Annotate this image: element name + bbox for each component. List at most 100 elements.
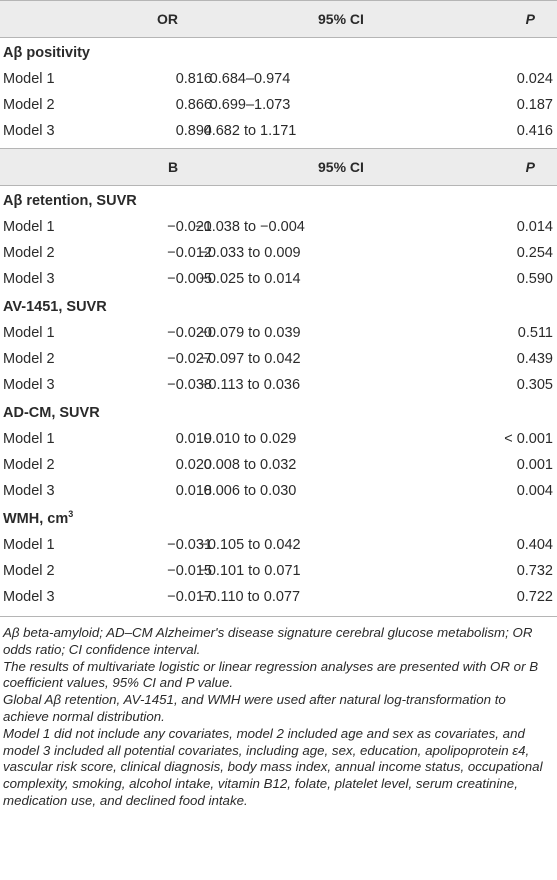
section-title: AV-1451, SUVR bbox=[3, 299, 107, 315]
section-title-text: Aβ positivity bbox=[3, 45, 90, 61]
table-row: Model 2 −0.027 −0.097 to 0.042 0.439 bbox=[0, 346, 557, 372]
row-ci: −0.110 to 0.077 bbox=[199, 589, 301, 605]
row-p: 0.001 bbox=[516, 457, 553, 473]
row-value: −0.020 bbox=[167, 325, 212, 341]
row-label: Model 3 bbox=[3, 377, 55, 393]
row-value: −0.012 bbox=[167, 245, 212, 261]
table-row: Model 2 −0.012 −0.033 to 0.009 0.254 bbox=[0, 240, 557, 266]
row-value: −0.005 bbox=[167, 271, 212, 287]
table-bottom-rule bbox=[0, 616, 557, 617]
row-p: 0.722 bbox=[516, 589, 553, 605]
row-value: 0.894 bbox=[175, 123, 212, 139]
row-p: 0.004 bbox=[516, 483, 553, 499]
row-label: Model 2 bbox=[3, 457, 55, 473]
table-row: Model 1 0.019 0.010 to 0.029 < 0.001 bbox=[0, 426, 557, 452]
group-or: Aβ positivity Model 1 0.816 0.684–0.974 0.02… bbox=[0, 38, 557, 144]
row-ci: −0.105 to 0.042 bbox=[199, 537, 301, 553]
row-ci: 0.006 to 0.030 bbox=[203, 483, 297, 499]
table-row: Model 3 −0.005 −0.025 to 0.014 0.590 bbox=[0, 266, 557, 292]
regression-table: OR 95% CI P Aβ positivity Model 1 0.816 0.6… bbox=[0, 0, 557, 617]
row-p: 0.404 bbox=[516, 537, 553, 553]
row-value: −0.017 bbox=[167, 589, 212, 605]
section-title: Aβ positivity bbox=[3, 45, 90, 61]
footnote-transform: Global Aβ retention, AV-1451, and WMH we… bbox=[3, 692, 506, 724]
table-row: Model 2 0.866 0.699–1.073 0.187 bbox=[0, 92, 557, 118]
row-ci: −0.025 to 0.014 bbox=[199, 271, 301, 287]
row-label: Model 1 bbox=[3, 71, 55, 87]
table-row: Model 3 −0.038 −0.113 to 0.036 0.305 bbox=[0, 372, 557, 398]
footnote-models-text: Model 1 did not include any covariates, … bbox=[3, 725, 543, 808]
row-p: 0.254 bbox=[516, 245, 553, 261]
row-label: Model 1 bbox=[3, 537, 55, 553]
row-ci: 0.699–1.073 bbox=[209, 97, 291, 113]
row-label: Model 3 bbox=[3, 123, 55, 139]
row-p: 0.305 bbox=[516, 377, 553, 393]
table-row: Model 1 −0.020 −0.079 to 0.039 0.511 bbox=[0, 320, 557, 346]
footnote-models: Model 1 did not include any covariates, … bbox=[3, 726, 554, 810]
section-header: AD-CM, SUVR bbox=[0, 398, 557, 426]
row-label: Model 2 bbox=[3, 97, 55, 113]
table-row: Model 1 −0.021 −0.038 to −0.004 0.014 bbox=[0, 214, 557, 240]
section-header: Aβ positivity bbox=[0, 38, 557, 66]
header-ci-2: 95% CI bbox=[318, 159, 364, 175]
row-p: 0.439 bbox=[516, 351, 553, 367]
row-value: −0.031 bbox=[167, 537, 212, 553]
table-row: Model 3 −0.017 −0.110 to 0.077 0.722 bbox=[0, 584, 557, 610]
row-p: 0.732 bbox=[516, 563, 553, 579]
footnote-methods: The results of multivariate logistic or … bbox=[3, 658, 539, 691]
row-value: 0.020 bbox=[175, 457, 212, 473]
row-ci: −0.097 to 0.042 bbox=[199, 351, 301, 367]
section-title: Aβ retention, SUVR bbox=[3, 193, 137, 209]
row-p: 0.024 bbox=[516, 71, 553, 87]
row-label: Model 3 bbox=[3, 271, 55, 287]
row-value: 0.816 bbox=[175, 71, 212, 87]
row-ci: −0.038 to −0.004 bbox=[195, 219, 305, 235]
table-row: Model 1 −0.031 −0.105 to 0.042 0.404 bbox=[0, 532, 557, 558]
header-p-2: P bbox=[525, 159, 535, 175]
row-value: −0.021 bbox=[167, 219, 212, 235]
section-header: AV-1451, SUVR bbox=[0, 292, 557, 320]
section-title-text: Aβ retention, SUVR bbox=[3, 193, 137, 209]
table-row: Model 3 0.018 0.006 to 0.030 0.004 bbox=[0, 478, 557, 504]
row-label: Model 2 bbox=[3, 351, 55, 367]
row-ci: −0.113 to 0.036 bbox=[199, 377, 301, 393]
section-title-text: AD-CM, SUVR bbox=[3, 405, 100, 421]
section-header: WMH, cm3 bbox=[0, 504, 557, 532]
row-ci: 0.010 to 0.029 bbox=[203, 431, 297, 447]
row-label: Model 1 bbox=[3, 325, 55, 341]
row-value: −0.038 bbox=[167, 377, 212, 393]
row-p: 0.187 bbox=[516, 97, 553, 113]
row-label: Model 2 bbox=[3, 563, 55, 579]
table-row: Model 2 0.020 0.008 to 0.032 0.001 bbox=[0, 452, 557, 478]
row-label: Model 2 bbox=[3, 245, 55, 261]
section-title-text: AV-1451, SUVR bbox=[3, 299, 107, 315]
row-value: −0.027 bbox=[167, 351, 212, 367]
row-label: Model 3 bbox=[3, 483, 55, 499]
row-value: −0.015 bbox=[167, 563, 212, 579]
header-ci: 95% CI bbox=[318, 11, 364, 27]
row-label: Model 3 bbox=[3, 589, 55, 605]
row-label: Model 1 bbox=[3, 431, 55, 447]
row-value: 0.866 bbox=[175, 97, 212, 113]
footnote-abbreviations: Aβ beta-amyloid; AD–CM Alzheimer's disea… bbox=[3, 625, 533, 657]
row-p: < 0.001 bbox=[504, 431, 553, 447]
row-p: 0.416 bbox=[516, 123, 553, 139]
section-header: Aβ retention, SUVR bbox=[0, 186, 557, 214]
results-table-page: OR 95% CI P Aβ positivity Model 1 0.816 0.6… bbox=[0, 0, 557, 810]
table-row: Model 3 0.894 0.682 to 1.171 0.416 bbox=[0, 118, 557, 144]
section-title-superscript: 3 bbox=[68, 509, 74, 520]
header-p: P bbox=[525, 11, 535, 27]
section-title: AD-CM, SUVR bbox=[3, 405, 100, 421]
row-ci: 0.682 to 1.171 bbox=[203, 123, 297, 139]
row-p: 0.511 bbox=[517, 325, 553, 341]
row-value: 0.018 bbox=[175, 483, 212, 499]
table-row: Model 1 0.816 0.684–0.974 0.024 bbox=[0, 66, 557, 92]
table-header-or: OR 95% CI P bbox=[0, 0, 557, 38]
row-ci: −0.101 to 0.071 bbox=[199, 563, 301, 579]
row-ci: 0.684–0.974 bbox=[209, 71, 291, 87]
row-ci: −0.079 to 0.039 bbox=[199, 325, 301, 341]
header-b: B bbox=[168, 159, 179, 175]
header-or: OR bbox=[157, 11, 178, 27]
section-title: WMH, cm3 bbox=[3, 509, 74, 527]
section-title-text: WMH, cm bbox=[3, 511, 69, 527]
